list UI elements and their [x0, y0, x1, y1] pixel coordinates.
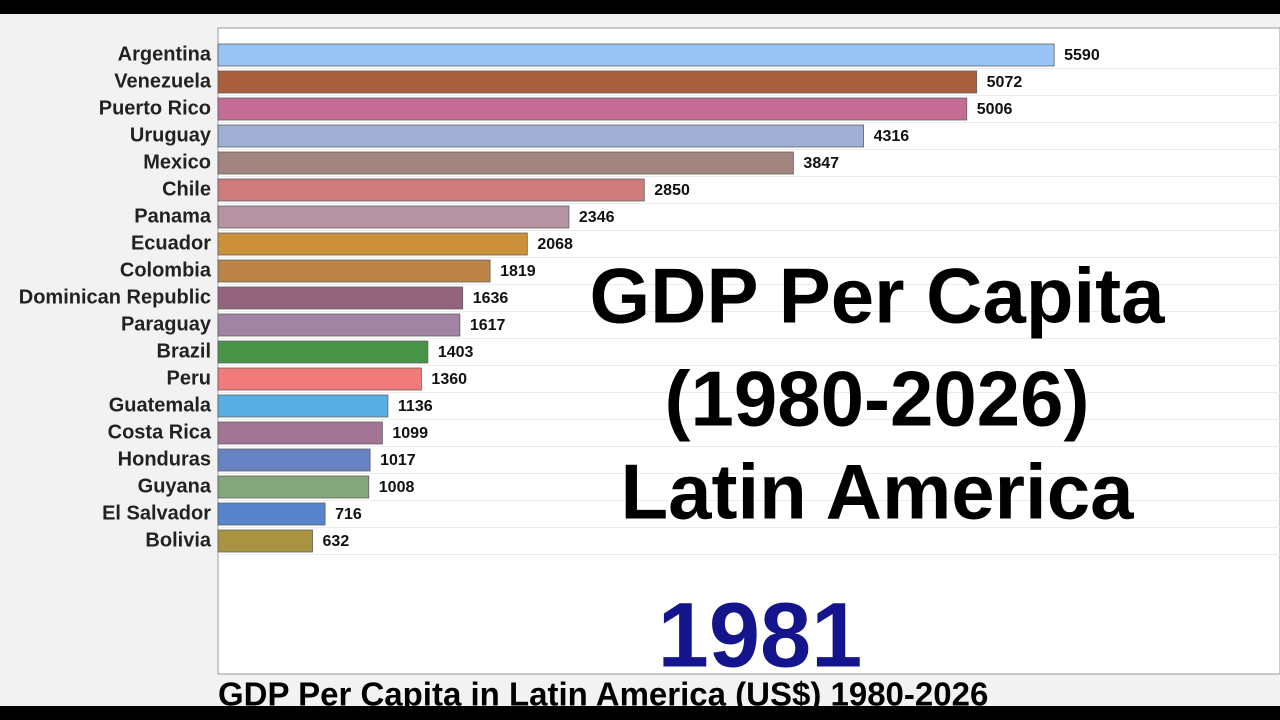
category-label: El Salvador [102, 502, 211, 524]
bar [217, 151, 794, 175]
bar [217, 205, 570, 229]
category-label: Guyana [138, 475, 212, 497]
value-label: 2068 [537, 236, 573, 253]
category-label: Uruguay [130, 124, 212, 146]
bars: Argentina 5590 Venezuela 5072 Puerto Rico 500… [19, 43, 1280, 555]
value-label: 1099 [392, 425, 428, 442]
category-label: Brazil [157, 340, 211, 362]
value-label: 716 [335, 506, 362, 523]
category-label: Argentina [118, 43, 212, 65]
category-label: Peru [167, 367, 211, 389]
value-label: 1136 [398, 398, 433, 415]
bar [217, 43, 1055, 67]
category-label: Bolivia [145, 529, 211, 551]
bar [217, 529, 313, 553]
chart-title: Latin America [621, 448, 1135, 536]
chart-title: GDP Per Capita [589, 252, 1165, 340]
bar [217, 502, 326, 526]
category-label: Guatemala [109, 394, 212, 416]
bar [217, 448, 371, 472]
category-label: Venezuela [114, 70, 212, 92]
category-label: Dominican Republic [19, 286, 211, 308]
year-label: 1981 [658, 584, 863, 686]
category-label: Puerto Rico [99, 97, 211, 119]
value-label: 2850 [654, 182, 690, 199]
category-label: Ecuador [131, 232, 211, 254]
value-label: 1819 [500, 263, 536, 280]
category-label: Chile [162, 178, 211, 200]
bar [217, 313, 461, 337]
bar [217, 475, 370, 499]
category-label: Honduras [118, 448, 211, 470]
value-label: 1617 [470, 317, 506, 334]
bottom-bar [0, 706, 1280, 720]
value-label: 2346 [579, 209, 615, 226]
bar [217, 178, 645, 202]
chart-title: (1980-2026) [665, 355, 1090, 443]
value-label: 1403 [438, 344, 474, 361]
value-label: 5072 [987, 74, 1023, 91]
bar [217, 70, 978, 94]
value-label: 3847 [803, 155, 839, 172]
category-label: Panama [134, 205, 212, 227]
value-label: 632 [323, 533, 350, 550]
category-label: Costa Rica [108, 421, 212, 443]
bar [217, 421, 383, 445]
bar [217, 340, 429, 364]
bar [217, 124, 864, 148]
bar [217, 259, 491, 283]
top-bar [0, 0, 1280, 14]
category-label: Mexico [143, 151, 211, 173]
value-label: 5590 [1064, 47, 1100, 64]
value-label: 4316 [874, 128, 910, 145]
bar [217, 394, 389, 418]
value-label: 1360 [431, 371, 467, 388]
category-label: Paraguay [121, 313, 212, 335]
bar [217, 367, 422, 391]
category-label: Colombia [120, 259, 212, 281]
value-label: 5006 [977, 101, 1013, 118]
bar [217, 286, 464, 310]
bar [217, 97, 968, 121]
value-label: 1008 [379, 479, 415, 496]
value-label: 1636 [473, 290, 509, 307]
value-label: 1017 [380, 452, 416, 469]
bar [217, 232, 528, 256]
